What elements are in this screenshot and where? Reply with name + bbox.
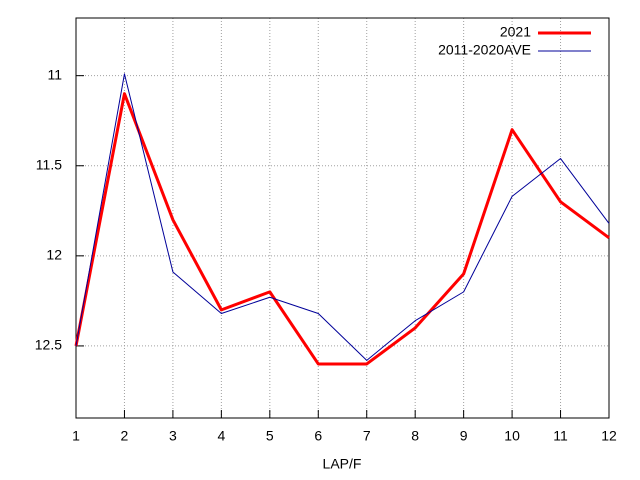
- x-tick-label: 8: [411, 428, 419, 444]
- x-axis-label: LAP/F: [323, 456, 362, 472]
- x-tick-label: 10: [504, 428, 520, 444]
- x-tick-label: 6: [314, 428, 322, 444]
- x-tick-label: 2: [121, 428, 129, 444]
- line: [75, 73, 610, 361]
- x-tick-label: 9: [460, 428, 468, 444]
- x-tick-label: 1: [72, 428, 80, 444]
- x-tick-label: 3: [169, 428, 177, 444]
- x-tick-label: 11: [553, 428, 568, 444]
- legend-label: 2021: [500, 24, 531, 40]
- y-tick-label: 11.5: [36, 156, 62, 172]
- y-tick-label: 12.5: [35, 337, 62, 353]
- plot-frame: [75, 17, 610, 419]
- legend-label: 2011-2020AVE: [438, 42, 531, 58]
- line: [74, 92, 610, 366]
- x-tick-label: 5: [266, 428, 274, 444]
- x-tick-label: 7: [363, 428, 371, 444]
- x-tick-label: 4: [217, 428, 225, 444]
- x-tick-label: 12: [601, 428, 617, 444]
- y-tick-label: 12: [46, 247, 62, 263]
- y-tick-label: 11: [47, 66, 62, 82]
